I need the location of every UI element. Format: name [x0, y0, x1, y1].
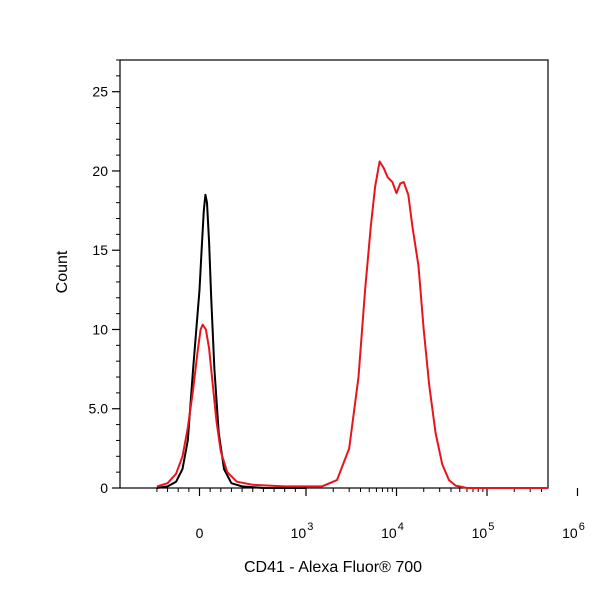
series-line-red	[156, 160, 548, 489]
x-axis-ticks: 0 103 104 105 106	[196, 488, 585, 541]
x-tick-label: 105	[472, 521, 495, 541]
x-tick-label: 103	[291, 521, 314, 541]
y-minor-ticks	[116, 59, 120, 473]
y-tick-label: 0	[100, 480, 108, 496]
y-axis-ticks: 0 5.0 10 15 20 25	[89, 84, 120, 496]
x-tick-label: 0	[196, 525, 204, 541]
y-tick-label: 5.0	[89, 401, 109, 417]
x-axis-title: CD41 - Alexa Fluor® 700	[244, 559, 422, 576]
plot-frame	[119, 59, 549, 489]
x-tick-label: 106	[562, 521, 585, 541]
x-minor-ticks	[156, 488, 542, 492]
series-layer	[156, 160, 548, 489]
series-line-black	[156, 193, 306, 489]
y-tick-label: 20	[92, 163, 108, 179]
y-tick-label: 10	[92, 321, 108, 337]
y-axis-title: Count	[54, 250, 71, 293]
y-tick-label: 15	[92, 242, 108, 258]
y-tick-label: 25	[92, 84, 108, 100]
x-tick-label: 104	[381, 521, 404, 541]
